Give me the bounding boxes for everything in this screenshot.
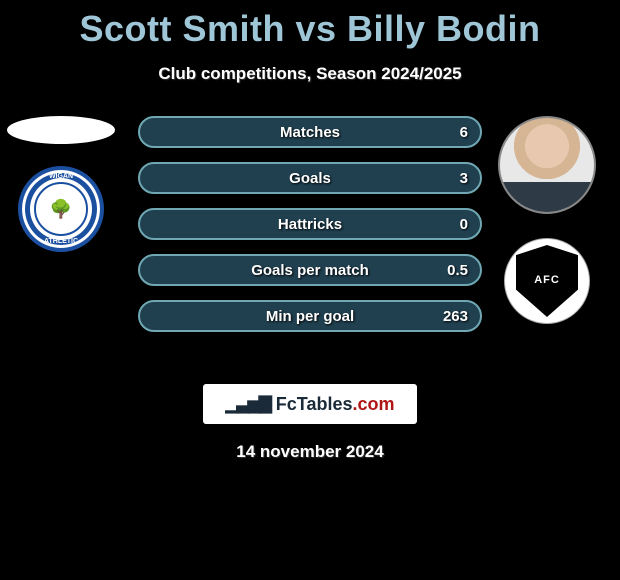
left-player-column: WIGAN 🌳 ATHLETIC [6,116,116,252]
badge-text-bottom: ATHLETIC [44,238,78,245]
brand-name: FcTables.com [276,394,395,415]
club-badge-wigan: WIGAN 🌳 ATHLETIC [18,166,104,252]
page-title: Scott Smith vs Billy Bodin [0,0,620,50]
stat-label: Goals [140,170,480,187]
stat-value-right: 3 [460,170,468,187]
player-photo-right [498,116,596,214]
date-label: 14 november 2024 [0,442,620,462]
badge-text-top: WIGAN [49,173,73,180]
stat-value-right: 6 [460,124,468,141]
stat-label: Min per goal [140,308,480,325]
club-badge-academico: AFC [504,238,590,324]
subtitle: Club competitions, Season 2024/2025 [0,64,620,84]
chart-icon: ▁▃▅▇ [225,394,269,414]
stat-value-right: 0.5 [447,262,468,279]
comparison-stage: WIGAN 🌳 ATHLETIC Matches 6 Goals 3 Hattr… [0,116,620,366]
brand-logo[interactable]: ▁▃▅▇ FcTables.com [203,384,417,424]
stat-value-right: 263 [443,308,468,325]
stat-label: Goals per match [140,262,480,279]
shield-icon: AFC [516,245,578,317]
stat-row-goals-per-match: Goals per match 0.5 [138,254,482,286]
player-photo-placeholder-left [7,116,115,144]
tree-icon: 🌳 [50,200,72,219]
stat-label: Matches [140,124,480,141]
stat-row-min-per-goal: Min per goal 263 [138,300,482,332]
stat-row-hattricks: Hattricks 0 [138,208,482,240]
stat-bars: Matches 6 Goals 3 Hattricks 0 Goals per … [138,116,482,346]
stat-row-matches: Matches 6 [138,116,482,148]
right-player-column: AFC [492,116,602,324]
stat-row-goals: Goals 3 [138,162,482,194]
stat-value-right: 0 [460,216,468,233]
stat-label: Hattricks [140,216,480,233]
